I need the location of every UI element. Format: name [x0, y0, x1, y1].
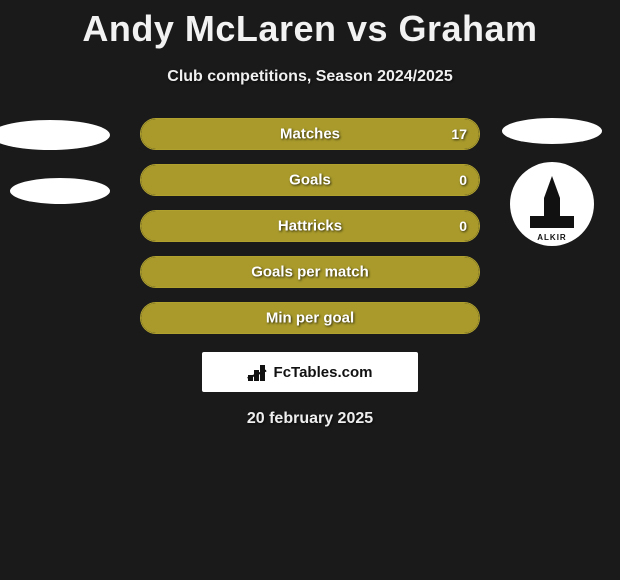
footer-brand-badge: FcTables.com: [202, 352, 418, 392]
club-abbrev: ALKIR: [510, 233, 594, 242]
fctables-icon: [248, 363, 270, 381]
page-title: Andy McLaren vs Graham: [0, 0, 620, 50]
stat-bar-value: 0: [459, 172, 467, 188]
right-player-stack: ALKIR: [502, 118, 602, 246]
ellipse-shape: [502, 118, 602, 144]
stat-bar: Matches 17: [140, 118, 480, 150]
date-label: 20 february 2025: [0, 410, 620, 428]
stat-bar-value: 17: [451, 126, 467, 142]
stat-bar-label: Matches: [280, 126, 340, 143]
stat-bar-label: Goals per match: [251, 264, 369, 281]
stat-bar: Goals 0: [140, 164, 480, 196]
stat-bar: Goals per match: [140, 256, 480, 288]
ellipse-shape: [0, 120, 110, 150]
footer-brand-text: FcTables.com: [274, 364, 373, 381]
stat-bar: Min per goal: [140, 302, 480, 334]
stat-bar-label: Goals: [289, 172, 331, 189]
subtitle: Club competitions, Season 2024/2025: [0, 68, 620, 86]
steeple-icon: [530, 180, 574, 228]
stat-bars: Matches 17 Goals 0 Hattricks 0 Goals per…: [140, 118, 480, 334]
stat-bar-value: 0: [459, 218, 467, 234]
stat-bar: Hattricks 0: [140, 210, 480, 242]
stat-bar-label: Hattricks: [278, 218, 342, 235]
club-badge: ALKIR: [510, 162, 594, 246]
ellipse-shape: [10, 178, 110, 204]
stat-bar-label: Min per goal: [266, 310, 354, 327]
left-player-placeholder: [0, 120, 130, 204]
